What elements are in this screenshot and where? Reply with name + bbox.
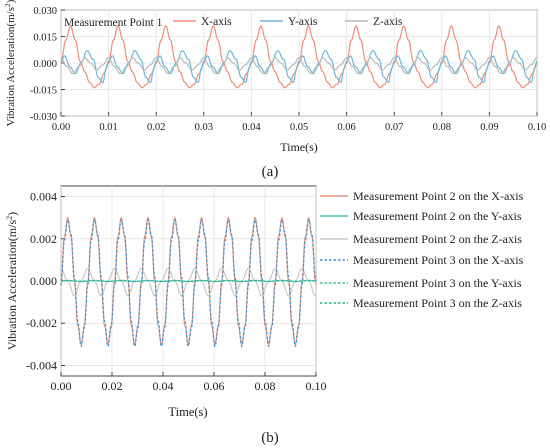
y-axis-label-a-close: ) — [5, 0, 17, 3]
legend-label-a-1: X-axis — [201, 16, 232, 28]
panel-label-b: (b) — [261, 430, 279, 446]
x-tick-label-a: 0.05 — [290, 122, 308, 133]
x-tick-label-b: 0.06 — [204, 379, 225, 393]
x-tick-labels-b: 0.00 0.02 0.04 0.06 0.08 0.10 — [51, 379, 327, 393]
x-tick-label-a: 0.07 — [385, 122, 403, 133]
y-axis-label-b-sup: 2 — [5, 216, 14, 220]
x-tick-label-a: 0.04 — [242, 122, 261, 133]
x-tick-label-b: 0.00 — [51, 379, 72, 393]
legend-label-b-4: Measurement Point 3 on the X-axis — [353, 253, 524, 267]
x-tick-label-a: 0.06 — [337, 122, 355, 133]
y-tick-labels-b: -0.004 -0.002 0.000 0.002 0.004 — [26, 190, 57, 373]
legend-label-b-2: Measurement Point 2 on the Y-axis — [353, 209, 522, 223]
chart-panel-b: 0.00 0.02 0.04 0.06 0.08 0.10 -0.004 -0.002 0.0… — [5, 185, 524, 446]
y-tick-label-a: -0.030 — [30, 112, 57, 123]
legend-b: Measurement Point 2 on the X-axis Measure… — [320, 189, 524, 310]
x-tick-label-b: 0.02 — [102, 379, 123, 393]
legend-label-b-3: Measurement Point 2 on the Z-axis — [353, 232, 522, 246]
y-axis-label-a: Vibration Acceleration(m/s2) — [3, 0, 17, 126]
y-tick-label-b: -0.002 — [26, 316, 57, 330]
panel-label-a: (a) — [262, 164, 279, 180]
x-tick-label-a: 0.09 — [480, 122, 498, 133]
series-layer-b — [60, 216, 317, 348]
legend-label-b-6: Measurement Point 3 on the Z-axis — [353, 296, 522, 310]
x-axis-label-a: Time(s) — [280, 140, 318, 154]
legend-label-b-5: Measurement Point 3 on the Y-axis — [353, 276, 522, 290]
y-axis-label-a-sup: 2 — [3, 3, 12, 7]
y-tick-label-b: 0.002 — [30, 232, 57, 246]
x-tick-label-a: 0.08 — [433, 122, 451, 133]
legend-label-a-2: Y-axis — [288, 16, 318, 28]
legend-a: X-axis Y-axis Z-axis — [173, 16, 403, 28]
series-line-a-1 — [60, 25, 538, 89]
x-tick-label-b: 0.08 — [255, 379, 276, 393]
y-tick-label-a: 0.030 — [33, 6, 57, 17]
y-tick-label-b: 0.000 — [30, 274, 57, 288]
y-tick-label-b: 0.004 — [30, 190, 57, 204]
series-layer-a — [60, 25, 538, 89]
series-line-b-6 — [61, 279, 317, 283]
x-axis-label-b: Time(s) — [168, 405, 207, 419]
y-axis-label-b-close: ) — [5, 212, 19, 216]
series-line-b-4 — [60, 218, 317, 348]
legend-label-a-3: Z-axis — [373, 16, 403, 28]
y-tick-label-b: -0.004 — [26, 358, 57, 372]
y-axis-label-a-base: Vibration Acceleration(m/s — [5, 7, 17, 126]
chart-panel-a: 0.00 0.01 0.02 0.03 0.04 0.05 0.06 0.07 0.08 0.09… — [3, 0, 546, 180]
y-tick-label-a: 0.000 — [33, 59, 57, 70]
x-tick-label-a: 0.00 — [52, 122, 70, 133]
y-axis-label-b: Vibration Acceleration(m/s2) — [5, 212, 19, 350]
x-tick-label-a: 0.02 — [147, 122, 165, 133]
chart-title-a: Measurement Point 1 — [64, 17, 163, 29]
y-tick-label-a: 0.015 — [33, 33, 57, 44]
series-line-a-2 — [60, 50, 538, 84]
legend-label-b-1: Measurement Point 2 on the X-axis — [353, 189, 524, 203]
series-line-a-3 — [60, 57, 538, 75]
y-axis-label-b-base: Vibration Acceleration(m/s — [5, 220, 19, 351]
y-tick-label-a: -0.015 — [30, 86, 57, 97]
x-tick-label-a: 0.01 — [99, 122, 117, 133]
x-tick-label-b: 0.10 — [306, 379, 327, 393]
y-tick-labels-a: -0.030 -0.015 0.000 0.015 0.030 — [30, 6, 57, 123]
x-tick-labels-a: 0.00 0.01 0.02 0.03 0.04 0.05 0.06 0.07 0.08 0.09… — [52, 122, 546, 133]
x-tick-label-a: 0.10 — [528, 122, 546, 133]
x-tick-label-b: 0.04 — [153, 379, 174, 393]
x-tick-label-a: 0.03 — [195, 122, 213, 133]
